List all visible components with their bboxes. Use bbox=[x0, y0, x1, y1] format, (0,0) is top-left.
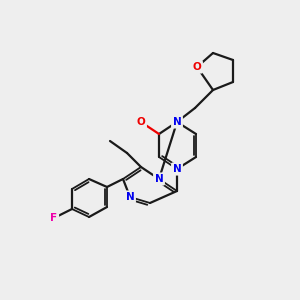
Text: N: N bbox=[172, 164, 182, 174]
Text: N: N bbox=[126, 192, 134, 202]
Text: O: O bbox=[136, 117, 146, 127]
Text: F: F bbox=[50, 213, 58, 223]
Text: O: O bbox=[193, 62, 201, 72]
Text: N: N bbox=[172, 117, 182, 127]
Text: N: N bbox=[154, 174, 164, 184]
